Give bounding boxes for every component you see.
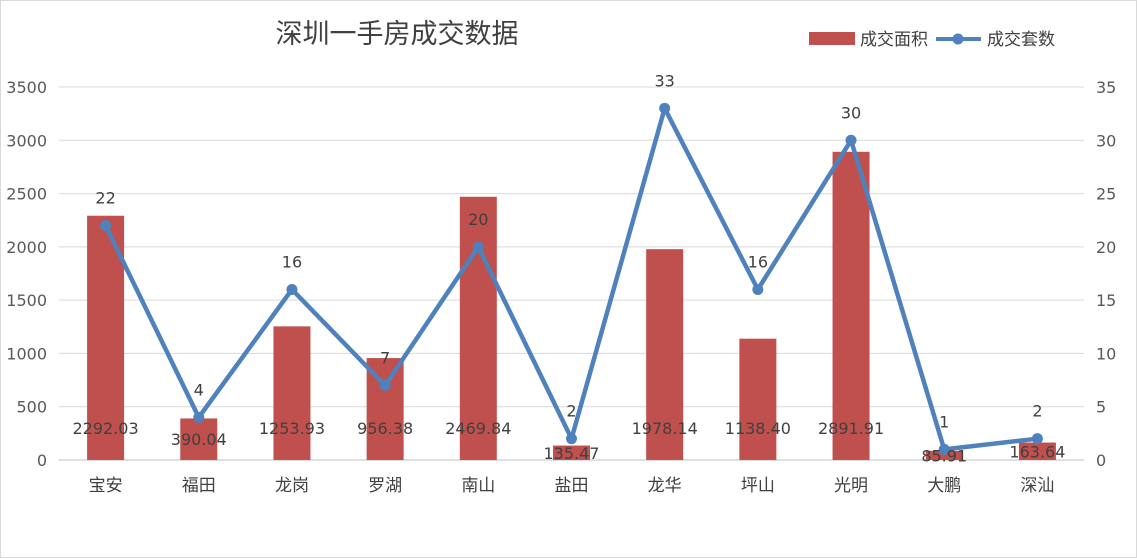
x-category-label: 龙华 bbox=[648, 476, 682, 496]
line-point-罗湖 bbox=[379, 379, 391, 391]
line-value-label: 22 bbox=[95, 189, 115, 208]
y-right-tick-label: 30 bbox=[1096, 131, 1116, 150]
x-category-label: 坪山 bbox=[741, 476, 775, 496]
bar-宝安 bbox=[87, 215, 125, 460]
line-point-盐田 bbox=[566, 433, 577, 445]
y-axis-right: 0 5 10 15 20 25 30 35 bbox=[1096, 78, 1116, 470]
bar-南山 bbox=[459, 196, 497, 460]
y-right-tick-label: 10 bbox=[1096, 344, 1116, 363]
x-category-label: 宝安 bbox=[89, 476, 123, 496]
x-axis-categories: 宝安 福田 龙岗 罗湖 南山 盐田 龙华 坪山 光明 大鹏 深汕 bbox=[89, 476, 1055, 496]
x-category-label: 南山 bbox=[461, 476, 495, 496]
bar-盐田 bbox=[553, 445, 590, 460]
line-value-label: 33 bbox=[655, 71, 675, 90]
legend-swatch-bars bbox=[809, 32, 855, 45]
bar-value-label: 2891.91 bbox=[818, 419, 884, 438]
line-value-label: 7 bbox=[380, 348, 390, 367]
bar-光明 bbox=[832, 151, 870, 460]
x-category-label: 光明 bbox=[834, 476, 868, 496]
line-point-龙岗 bbox=[286, 283, 298, 295]
y-left-tick-label: 2000 bbox=[6, 238, 47, 257]
y-left-tick-label: 0 bbox=[37, 451, 47, 470]
y-axis-left: 0 500 1000 1500 2000 2500 3000 3500 bbox=[6, 78, 47, 470]
line-point-福田 bbox=[193, 411, 205, 423]
bar-福田 bbox=[180, 418, 218, 460]
y-right-tick-label: 5 bbox=[1096, 398, 1106, 417]
bar-value-label: 163.64 bbox=[1009, 442, 1065, 461]
legend-marker-line bbox=[952, 33, 964, 45]
x-category-label: 深汕 bbox=[1020, 476, 1054, 496]
x-category-label: 大鹏 bbox=[927, 476, 961, 496]
x-category-label: 龙岗 bbox=[275, 476, 309, 496]
x-category-label: 盐田 bbox=[555, 476, 589, 496]
bar-龙岗 bbox=[273, 326, 311, 460]
x-category-label: 罗湖 bbox=[368, 476, 402, 496]
bar-value-label: 390.04 bbox=[171, 430, 227, 449]
y-left-tick-label: 3000 bbox=[6, 131, 47, 150]
line-path bbox=[103, 106, 1038, 452]
line-point-光明 bbox=[845, 134, 857, 146]
y-right-tick-label: 0 bbox=[1096, 451, 1106, 470]
line-point-坪山 bbox=[752, 283, 764, 295]
y-left-tick-label: 1000 bbox=[6, 344, 47, 363]
line-value-label: 4 bbox=[194, 380, 204, 399]
y-right-tick-label: 35 bbox=[1096, 78, 1116, 97]
y-right-tick-label: 20 bbox=[1096, 238, 1116, 257]
bar-深汕 bbox=[1018, 442, 1056, 460]
legend: 成交面积 成交套数 bbox=[809, 30, 1055, 50]
line-value-label: 16 bbox=[282, 252, 302, 271]
legend-label-bars: 成交面积 bbox=[860, 30, 928, 50]
y-left-tick-label: 1500 bbox=[6, 291, 47, 310]
y-right-tick-label: 15 bbox=[1096, 291, 1116, 310]
bar-value-label: 1253.93 bbox=[259, 419, 325, 438]
line-value-label: 20 bbox=[468, 210, 488, 229]
bar-value-label: 1978.14 bbox=[632, 419, 698, 438]
y-left-tick-label: 500 bbox=[16, 398, 47, 417]
data-labels: 2292.03 390.04 1253.93 956.38 2469.84 135.47 1… bbox=[73, 71, 1066, 465]
y-left-tick-label: 2500 bbox=[6, 185, 47, 204]
x-category-label: 福田 bbox=[182, 476, 216, 496]
line-point-龙华 bbox=[659, 102, 671, 114]
bar-坪山 bbox=[739, 338, 777, 460]
y-left-tick-label: 3500 bbox=[6, 78, 47, 97]
line-value-label: 1 bbox=[939, 412, 949, 431]
chart-title: 深圳一手房成交数据 bbox=[276, 19, 519, 50]
y-right-tick-label: 25 bbox=[1096, 185, 1116, 204]
bar-value-label: 2292.03 bbox=[73, 419, 139, 438]
bar-龙华 bbox=[646, 249, 684, 460]
line-value-label: 16 bbox=[748, 252, 768, 271]
gridlines bbox=[59, 86, 1084, 461]
bar-value-label: 85.91 bbox=[921, 446, 967, 465]
legend-label-line: 成交套数 bbox=[987, 30, 1055, 50]
line-point-宝安 bbox=[100, 220, 112, 232]
line-series bbox=[100, 102, 1043, 455]
line-point-深汕 bbox=[1031, 433, 1043, 445]
bar-value-label: 956.38 bbox=[357, 419, 413, 438]
bar-value-label: 2469.84 bbox=[445, 419, 511, 438]
line-point-南山 bbox=[472, 241, 484, 253]
bar-大鹏 bbox=[925, 450, 963, 460]
bar-value-label: 1138.40 bbox=[725, 419, 791, 438]
bar-value-label: 135.47 bbox=[544, 444, 600, 463]
line-point-大鹏 bbox=[938, 443, 950, 455]
line-value-label: 2 bbox=[1032, 402, 1042, 421]
line-value-label: 2 bbox=[566, 402, 576, 421]
bar-series bbox=[87, 151, 1056, 460]
line-value-label: 30 bbox=[841, 103, 861, 122]
